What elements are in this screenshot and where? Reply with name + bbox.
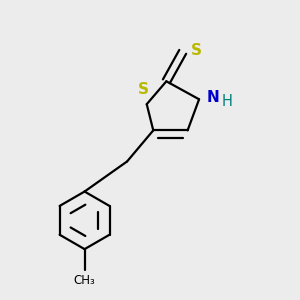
Text: S: S: [191, 43, 202, 58]
Text: H: H: [222, 94, 233, 110]
Text: CH₃: CH₃: [74, 274, 95, 287]
Text: N: N: [206, 90, 219, 105]
Text: S: S: [138, 82, 149, 97]
